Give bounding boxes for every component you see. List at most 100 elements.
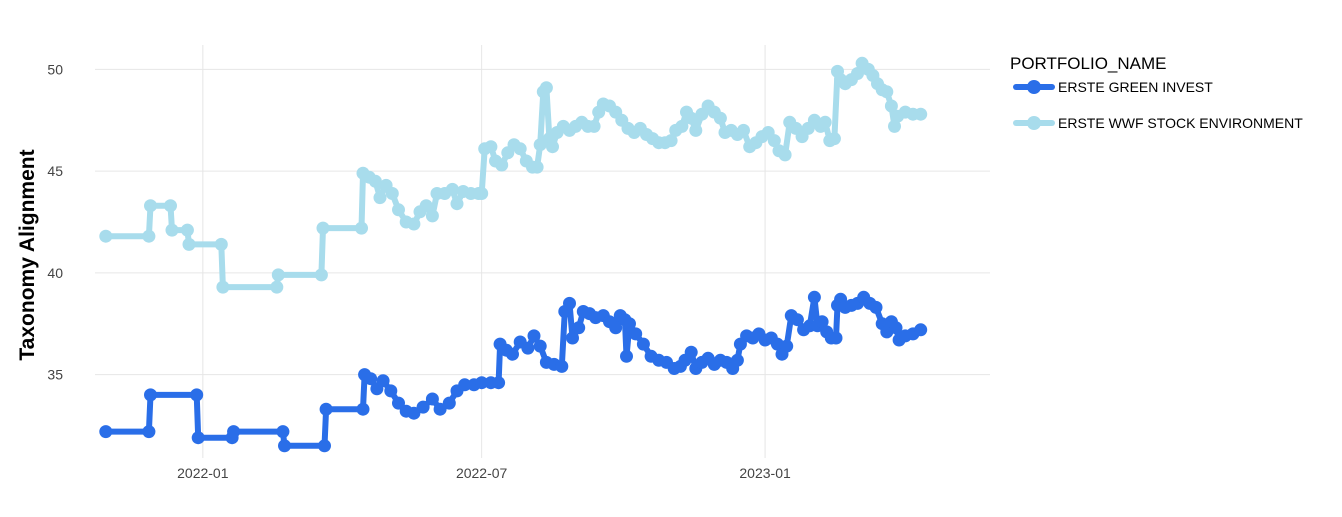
- data-point: [442, 396, 456, 410]
- data-point: [475, 376, 489, 390]
- legend-marker-swatch: [1027, 116, 1041, 130]
- data-point: [495, 158, 509, 172]
- data-point: [684, 345, 698, 359]
- data-point: [587, 119, 601, 133]
- data-point: [364, 372, 378, 386]
- data-point: [314, 268, 328, 282]
- legend-item[interactable]: ERSTE GREEN INVEST: [1013, 79, 1213, 95]
- series-1: [99, 290, 928, 453]
- y-tick-label: 35: [47, 367, 63, 383]
- data-point: [713, 111, 727, 125]
- data-point: [492, 376, 506, 390]
- data-point: [767, 134, 781, 148]
- data-point: [214, 237, 228, 251]
- data-point: [316, 221, 330, 235]
- data-point: [392, 203, 405, 217]
- data-point: [780, 339, 794, 353]
- data-point: [191, 431, 205, 445]
- data-point: [884, 99, 898, 113]
- data-point: [533, 138, 547, 152]
- data-point: [778, 148, 792, 162]
- data-point: [555, 359, 569, 373]
- data-point: [888, 119, 901, 133]
- data-point: [99, 229, 113, 243]
- data-point: [530, 160, 544, 174]
- data-point: [527, 329, 541, 343]
- data-point: [216, 280, 230, 294]
- data-point: [889, 321, 903, 335]
- data-point: [827, 132, 841, 146]
- data-point: [689, 123, 703, 137]
- data-point: [563, 296, 576, 310]
- data-point: [675, 119, 689, 133]
- data-point: [144, 388, 157, 402]
- data-point: [425, 392, 439, 406]
- data-point: [546, 140, 559, 154]
- data-point: [829, 331, 843, 345]
- data-point: [271, 268, 285, 282]
- data-point: [180, 223, 194, 237]
- x-axis-ticks: 2022-01 2022-07 2023-01: [177, 465, 791, 481]
- data-point: [869, 300, 883, 314]
- data-point: [914, 107, 928, 121]
- data-point: [450, 197, 464, 211]
- legend-item[interactable]: ERSTE WWF STOCK ENVIRONMENT: [1013, 115, 1303, 131]
- data-point: [164, 199, 177, 213]
- data-point: [376, 374, 390, 388]
- legend-items[interactable]: ERSTE GREEN INVEST ERSTE WWF STOCK ENVIRO…: [1013, 79, 1303, 131]
- data-point: [99, 425, 113, 439]
- data-point: [566, 331, 579, 345]
- data-point: [664, 134, 678, 148]
- data-point: [636, 337, 650, 351]
- data-point: [513, 142, 527, 156]
- legend-marker-swatch: [1027, 80, 1041, 94]
- data-point: [270, 280, 284, 294]
- data-point: [144, 199, 157, 213]
- data-point: [276, 425, 290, 439]
- data-point: [445, 182, 459, 196]
- data-point: [851, 67, 864, 80]
- grid-lines: [95, 45, 990, 458]
- data-point: [165, 223, 179, 237]
- data-point: [629, 327, 643, 341]
- data-point: [407, 217, 421, 231]
- legend[interactable]: PORTFOLIO_NAME ERSTE GREEN INVEST ERSTE W…: [1010, 54, 1303, 131]
- data-point: [880, 85, 894, 99]
- data-point: [190, 388, 204, 402]
- y-tick-label: 50: [47, 61, 63, 77]
- data-point: [506, 347, 519, 361]
- data-point: [373, 191, 387, 205]
- data-point: [790, 313, 804, 327]
- data-point: [815, 315, 829, 329]
- data-point: [807, 290, 821, 304]
- data-point: [416, 400, 430, 414]
- data-point: [484, 140, 498, 154]
- legend-title: PORTFOLIO_NAME: [1010, 54, 1167, 73]
- data-point: [433, 402, 447, 416]
- data-point: [475, 187, 489, 200]
- data-point: [533, 339, 547, 353]
- data-point: [278, 439, 291, 453]
- data-point: [227, 425, 241, 439]
- data-point: [182, 237, 196, 251]
- y-tick-label: 45: [47, 163, 63, 179]
- data-point: [142, 229, 156, 243]
- data-point: [368, 174, 382, 188]
- series-lines: [99, 56, 928, 453]
- data-point: [356, 402, 370, 416]
- data-point: [737, 123, 750, 137]
- data-point: [355, 221, 368, 235]
- x-tick-label: 2023-01: [739, 465, 791, 481]
- x-tick-label: 2022-07: [456, 465, 508, 481]
- data-point: [539, 81, 553, 95]
- data-point: [425, 209, 439, 223]
- data-point: [385, 187, 399, 200]
- data-point: [407, 406, 421, 420]
- data-point: [318, 439, 331, 453]
- data-point: [572, 321, 586, 335]
- legend-label: ERSTE WWF STOCK ENVIRONMENT: [1058, 115, 1303, 131]
- x-tick-label: 2022-01: [177, 465, 229, 481]
- data-point: [730, 353, 744, 367]
- data-point: [818, 115, 832, 129]
